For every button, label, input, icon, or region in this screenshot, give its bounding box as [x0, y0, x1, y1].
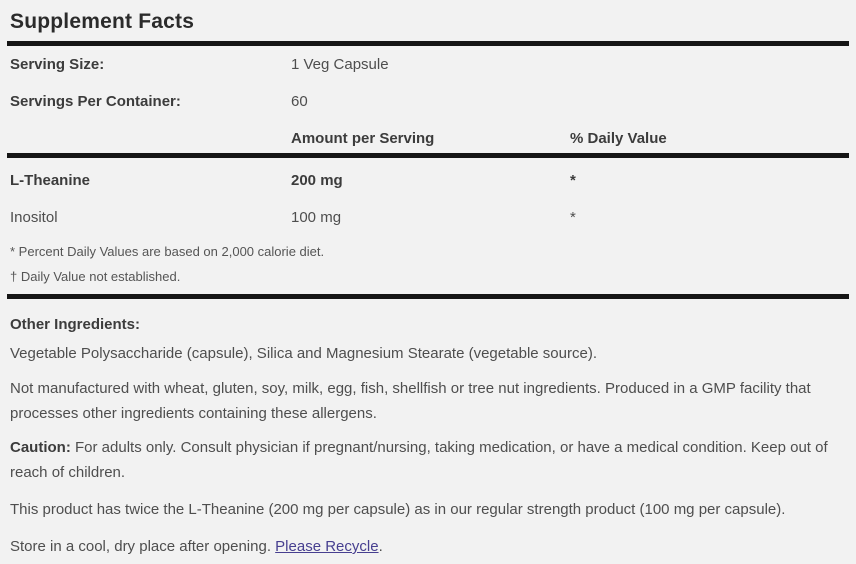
caution-label: Caution:: [10, 439, 71, 456]
table-row: Inositol 100 mg *: [0, 208, 856, 228]
other-ingredients-label: Other Ingredients:: [10, 316, 141, 333]
servings-per-container-label: Servings Per Container:: [10, 93, 181, 110]
allergen-statement: Not manufactured with wheat, gluten, soy…: [10, 380, 811, 422]
divider-top: [7, 41, 849, 46]
nutrient-amount: 100 mg: [291, 209, 342, 226]
servings-per-container-row: Servings Per Container: 60: [0, 92, 856, 112]
caution-paragraph: Caution: For adults only. Consult physic…: [0, 435, 856, 485]
column-header-daily-value: % Daily Value: [570, 130, 667, 147]
nutrient-daily-value: *: [570, 209, 576, 226]
other-ingredients-text: Vegetable Polysaccharide (capsule), Sili…: [10, 345, 597, 362]
serving-size-label: Serving Size:: [10, 56, 105, 73]
servings-per-container-value: 60: [291, 93, 308, 110]
storage-text: Store in a cool, dry place after opening…: [10, 538, 276, 555]
divider-header: [7, 153, 849, 158]
nutrient-name: L-Theanine: [10, 172, 91, 189]
storage-suffix: .: [378, 538, 383, 555]
not-established-footnote: † Daily Value not established.: [10, 269, 181, 284]
column-header-amount: Amount per Serving: [291, 130, 435, 147]
nutrient-name: Inositol: [10, 209, 58, 226]
divider-bottom: [7, 294, 849, 299]
panel-title: Supplement Facts: [10, 10, 195, 33]
facts-table-header: Amount per Serving % Daily Value: [0, 129, 856, 149]
nutrient-amount: 200 mg: [291, 172, 343, 189]
nutrient-daily-value: *: [570, 172, 576, 189]
caution-text: For adults only. Consult physician if pr…: [10, 439, 828, 481]
please-recycle-link[interactable]: Please Recycle: [275, 538, 379, 555]
table-row: L-Theanine 200 mg *: [0, 171, 856, 191]
strength-note: This product has twice the L-Theanine (2…: [10, 501, 786, 518]
serving-size-value: 1 Veg Capsule: [291, 56, 389, 73]
serving-size-row: Serving Size: 1 Veg Capsule: [0, 55, 856, 75]
daily-value-footnote: * Percent Daily Values are based on 2,00…: [10, 244, 325, 259]
storage-paragraph: Store in a cool, dry place after opening…: [0, 534, 856, 559]
